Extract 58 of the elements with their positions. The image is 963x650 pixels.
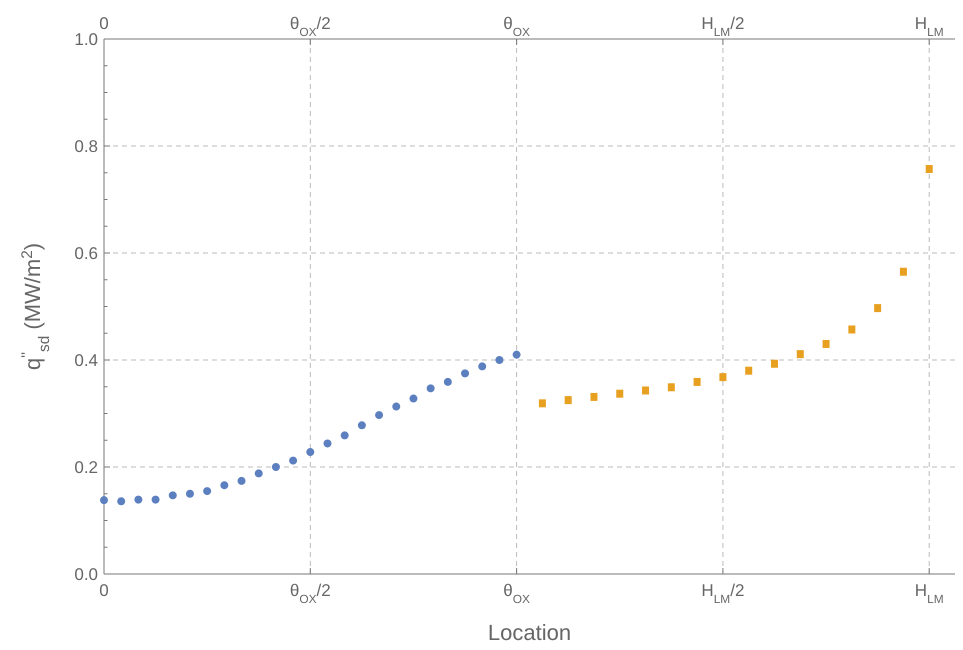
point [590, 392, 598, 401]
point [495, 356, 504, 364]
point [392, 402, 400, 411]
y-tick-label: 0.4 [74, 351, 98, 370]
x-tick-label: θ$_{OX}$ [503, 14, 530, 39]
point [538, 399, 546, 408]
x-tick-label: H$_{LM}$/2 [701, 14, 744, 39]
point [254, 469, 263, 478]
y-tick-label: 0.2 [74, 458, 98, 477]
point [220, 481, 228, 490]
point [616, 390, 624, 398]
category-label: θ$_{OX}$ [503, 581, 530, 606]
point [358, 421, 366, 430]
category-label: 0 [99, 581, 109, 600]
point [461, 369, 470, 378]
point [719, 373, 726, 382]
point [668, 383, 675, 392]
point [289, 456, 298, 465]
point [848, 326, 856, 334]
point [478, 362, 486, 370]
point [770, 360, 778, 368]
x-tick-label: θ$_{OX}$/2 [290, 14, 331, 39]
x-axis-title: Location [488, 620, 572, 645]
point [306, 448, 314, 456]
point [874, 304, 882, 312]
y-tick-label: 0.0 [74, 565, 98, 584]
category-label: H$_{LM}$ [914, 581, 944, 606]
point [426, 384, 435, 392]
point [926, 165, 933, 174]
point [203, 487, 212, 496]
point [375, 411, 384, 420]
point [796, 350, 804, 358]
point [409, 394, 418, 403]
point [564, 396, 572, 404]
point [822, 340, 830, 348]
point [152, 496, 160, 504]
point [100, 496, 108, 504]
point [168, 491, 177, 500]
point [900, 268, 907, 276]
y-tick-label: 0.6 [74, 244, 98, 263]
point [272, 463, 280, 471]
point [134, 496, 142, 504]
point [642, 386, 650, 394]
point [745, 366, 752, 375]
point [323, 439, 332, 448]
y-tick-label: 1.0 [74, 30, 98, 49]
point [238, 476, 246, 485]
point [340, 431, 349, 440]
category-label: θ$_{OX}$/2 [290, 581, 331, 606]
x-tick-label: 0 [99, 14, 109, 33]
point [117, 497, 126, 506]
x-tick-label: H$_{LM}$ [914, 14, 944, 39]
point [512, 350, 521, 359]
point [186, 490, 194, 498]
point [694, 378, 701, 386]
y-tick-label: 0.8 [74, 137, 98, 156]
category-label: H$_{LM}$/2 [701, 581, 744, 606]
point [444, 378, 452, 386]
